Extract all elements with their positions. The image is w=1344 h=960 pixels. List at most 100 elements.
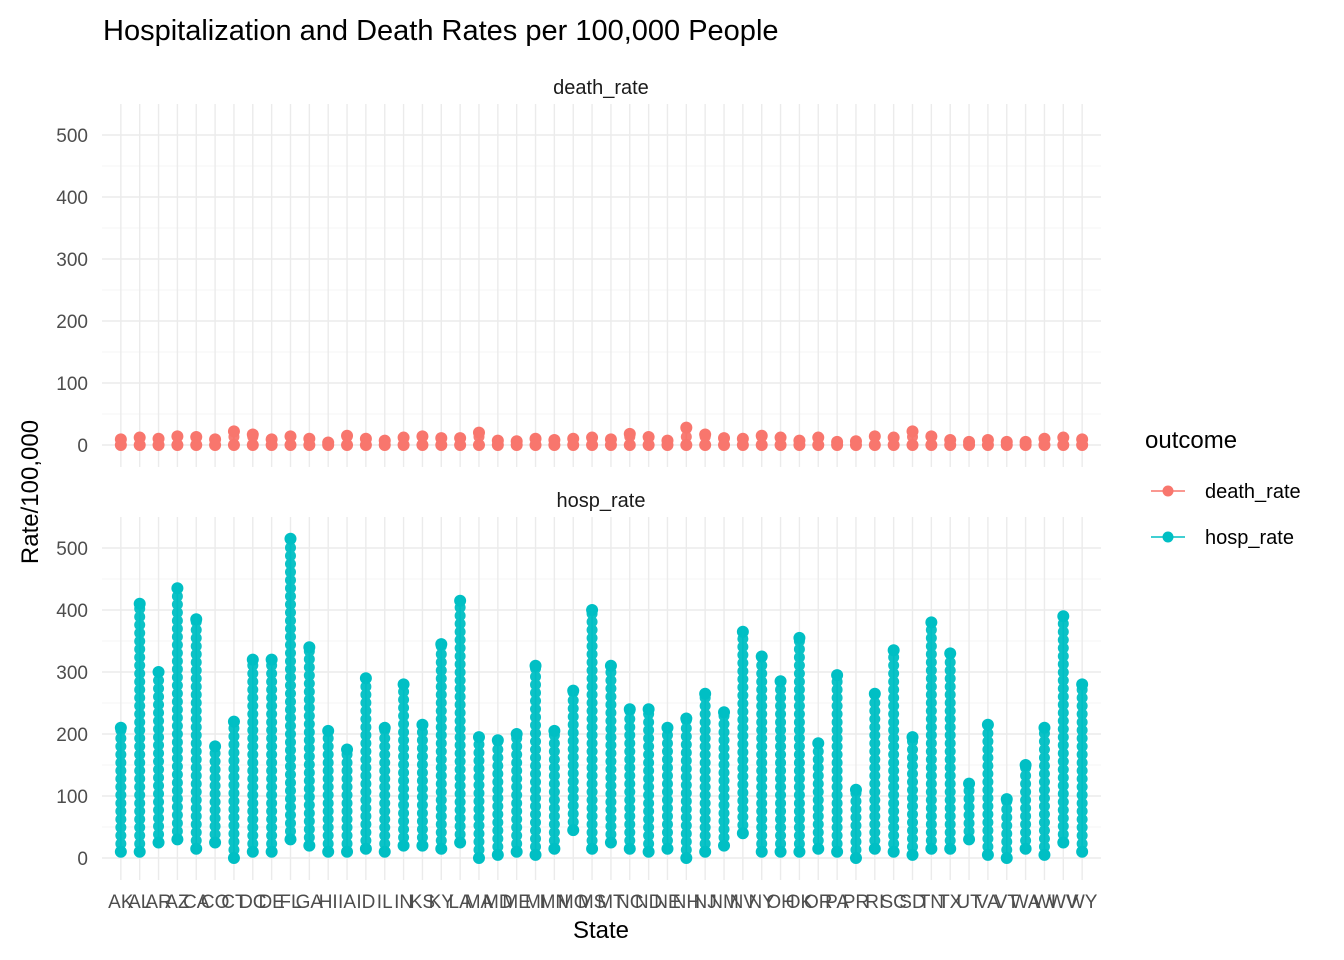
death-rate-point-max — [341, 429, 354, 442]
hosp-rate-point-min — [491, 848, 504, 861]
death-rate-point-max — [416, 430, 429, 443]
death-rate-range-ne — [661, 434, 674, 451]
hosp-rate-point-max — [227, 715, 240, 728]
hosp-rate-point-max — [586, 604, 599, 616]
hosp-rate-range-wi — [1038, 721, 1051, 861]
hosp-rate-point-max — [793, 631, 806, 644]
hosp-rate-point-max — [661, 721, 674, 734]
hosp-rate-point-max — [341, 743, 354, 756]
death-rate-point-min — [868, 439, 881, 451]
death-rate-range-ny — [755, 429, 768, 451]
death-rate-range-la — [454, 432, 467, 451]
hosp-rate-point-min — [171, 833, 184, 846]
hosp-rate-range-az — [171, 582, 184, 846]
hosp-rate-range-wy — [1076, 678, 1089, 858]
hosp-rate-point-min — [887, 845, 900, 858]
hosp-rate-range-id — [359, 672, 372, 855]
hosp-rate-range-sc — [887, 644, 900, 858]
y-tick-label: 400 — [56, 601, 88, 622]
hosp-rate-point-max — [303, 641, 316, 654]
x-tick-label: NH — [673, 892, 700, 913]
hosp-rate-point-min — [322, 845, 335, 858]
hosp-rate-range-mi — [529, 659, 542, 861]
hosp-rate-range-wa — [1019, 759, 1032, 855]
y-tick-label: 100 — [56, 374, 88, 395]
hosp-rate-point-min — [868, 842, 881, 855]
x-tick-label: MO — [558, 892, 589, 913]
hosp-rate-point-max — [1038, 721, 1051, 734]
death-rate-range-tx — [944, 434, 957, 451]
hosp-rate-point-min — [1057, 836, 1070, 849]
hosp-rate-range-dc — [246, 653, 259, 858]
death-rate-range-md — [491, 434, 504, 451]
death-rate-range-wy — [1076, 433, 1089, 451]
hosp-rate-point-max — [265, 653, 278, 666]
hosp-rate-point-max — [359, 672, 372, 685]
x-axis-title: State — [573, 917, 629, 944]
death-rate-point-min — [680, 439, 693, 451]
hosp-rate-range-ky — [435, 638, 448, 855]
hosp-rate-point-min — [1019, 842, 1032, 855]
death-rate-range-nv — [736, 432, 749, 451]
death-rate-point-min — [435, 439, 448, 451]
x-tick-label: MD — [483, 892, 513, 913]
death-rate-point-max — [755, 429, 768, 442]
hosp-rate-point-max — [510, 728, 523, 740]
death-rate-point-min — [209, 439, 222, 451]
death-rate-point-min — [114, 439, 127, 451]
death-rate-range-de — [265, 433, 278, 451]
x-tick-label: AZ — [165, 892, 190, 913]
hosp-rate-range-in — [397, 678, 410, 852]
x-tick-label: VA — [976, 892, 1000, 913]
death-rate-range-ar — [152, 432, 165, 451]
death-rate-point-min — [1019, 439, 1032, 451]
x-tick-label: CO — [201, 892, 230, 913]
hosp-rate-point-min — [699, 845, 712, 858]
hosp-rate-range-ca — [190, 613, 203, 855]
death-rate-point-min — [604, 439, 617, 451]
hosp-rate-point-max — [322, 724, 335, 737]
hosp-rate-point-min — [529, 848, 542, 861]
x-tick-label: GA — [296, 892, 324, 913]
x-tick-label: PA — [825, 892, 849, 913]
x-tick-label: CA — [183, 892, 210, 913]
death-rate-range-il — [378, 434, 391, 451]
hosp-rate-point-min — [284, 833, 297, 846]
y-tick-label: 100 — [56, 787, 88, 808]
death-rate-point-max — [227, 425, 240, 438]
x-tick-label: LA — [449, 892, 473, 913]
y-tick-label: 400 — [56, 188, 88, 209]
hosp-rate-point-max — [378, 721, 391, 734]
x-tick-label: HI — [319, 892, 338, 913]
death-rate-range-vt — [1000, 435, 1013, 451]
hosp-rate-point-min — [831, 845, 844, 858]
death-rate-range-ct — [227, 425, 240, 451]
death-rate-point-min — [567, 439, 580, 451]
hosp-rate-point-min — [774, 845, 787, 858]
hosp-rate-point-max — [397, 678, 410, 691]
hosp-rate-point-max — [246, 653, 259, 666]
hosp-rate-point-min — [472, 852, 485, 864]
hosp-rate-point-min — [435, 842, 448, 855]
x-tick-label: IN — [394, 892, 413, 913]
death-rate-range-nh — [680, 421, 693, 451]
hosp-rate-range-pa — [831, 669, 844, 858]
x-tick-label: MS — [578, 892, 607, 913]
death-rate-range-ia — [341, 429, 354, 451]
legend-title: outcome — [1145, 427, 1237, 454]
death-rate-point-min — [322, 439, 335, 451]
hosp-rate-point-max — [736, 625, 749, 638]
hosp-rate-point-max — [114, 721, 127, 734]
hosp-rate-point-max — [831, 669, 844, 682]
death-rate-point-min — [529, 439, 542, 451]
x-tick-label: ID — [356, 892, 375, 913]
x-tick-label: UT — [956, 892, 982, 913]
hosp-rate-point-max — [416, 718, 429, 731]
x-tick-label: OR — [804, 892, 833, 913]
death-rate-range-mt — [604, 433, 617, 451]
hosp-rate-point-max — [849, 783, 862, 796]
hosp-rate-point-min — [849, 852, 862, 864]
hosp-rate-point-max — [925, 616, 938, 629]
death-rate-range-pa — [831, 435, 844, 451]
x-tick-label: MI — [525, 892, 546, 913]
